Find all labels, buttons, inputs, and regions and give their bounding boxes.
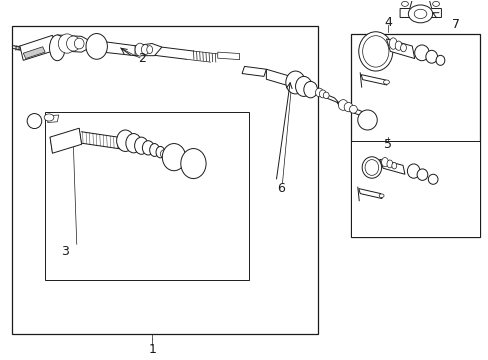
Ellipse shape (358, 32, 392, 71)
Ellipse shape (74, 38, 84, 49)
Polygon shape (217, 52, 239, 60)
Ellipse shape (416, 169, 427, 180)
Ellipse shape (49, 35, 65, 61)
Ellipse shape (381, 157, 387, 167)
Polygon shape (361, 75, 386, 85)
Circle shape (383, 80, 388, 84)
Ellipse shape (160, 150, 169, 158)
Ellipse shape (315, 88, 323, 97)
Ellipse shape (357, 110, 376, 130)
Text: 2: 2 (138, 52, 146, 65)
Ellipse shape (391, 162, 396, 169)
Polygon shape (23, 47, 45, 59)
Polygon shape (47, 115, 59, 122)
Ellipse shape (285, 71, 305, 94)
Ellipse shape (142, 141, 154, 155)
Bar (45, 112, 249, 280)
Ellipse shape (414, 45, 428, 61)
Ellipse shape (319, 90, 325, 98)
Ellipse shape (27, 113, 41, 129)
Text: 4: 4 (383, 16, 391, 29)
Polygon shape (379, 159, 404, 174)
Text: 7: 7 (451, 18, 459, 31)
Ellipse shape (344, 103, 352, 112)
Ellipse shape (425, 50, 437, 63)
Polygon shape (386, 39, 414, 59)
Ellipse shape (427, 174, 437, 184)
Bar (351, 141, 479, 237)
Ellipse shape (388, 38, 396, 49)
Ellipse shape (134, 137, 148, 154)
Polygon shape (399, 0, 441, 18)
Ellipse shape (125, 134, 141, 153)
Ellipse shape (394, 41, 401, 50)
Ellipse shape (58, 34, 76, 53)
Ellipse shape (365, 159, 378, 175)
Ellipse shape (156, 147, 164, 158)
Polygon shape (20, 35, 57, 60)
Circle shape (413, 9, 426, 18)
Circle shape (378, 194, 383, 198)
Polygon shape (57, 35, 96, 52)
Ellipse shape (362, 157, 381, 178)
Ellipse shape (400, 44, 406, 52)
Ellipse shape (386, 160, 392, 168)
Ellipse shape (86, 33, 107, 59)
Ellipse shape (116, 130, 134, 152)
Text: 5: 5 (383, 138, 391, 151)
Polygon shape (336, 102, 365, 117)
Ellipse shape (146, 46, 152, 54)
Ellipse shape (149, 144, 159, 157)
Bar (12, 26, 318, 334)
Text: 3: 3 (61, 245, 68, 258)
Text: 1: 1 (148, 343, 156, 356)
Ellipse shape (162, 144, 185, 171)
Ellipse shape (435, 55, 444, 65)
Circle shape (401, 1, 407, 6)
Polygon shape (50, 128, 81, 153)
Circle shape (407, 5, 432, 23)
Ellipse shape (135, 43, 144, 56)
Ellipse shape (407, 164, 419, 178)
Ellipse shape (323, 92, 328, 99)
Ellipse shape (349, 105, 357, 113)
Ellipse shape (362, 36, 388, 67)
Polygon shape (135, 44, 162, 56)
Ellipse shape (141, 45, 149, 55)
Bar (351, 33, 479, 237)
Circle shape (432, 1, 439, 6)
Ellipse shape (303, 81, 317, 98)
Text: 6: 6 (277, 183, 285, 195)
Circle shape (44, 114, 54, 121)
Ellipse shape (338, 100, 347, 111)
Polygon shape (314, 90, 339, 103)
Ellipse shape (66, 36, 80, 51)
Polygon shape (242, 66, 266, 76)
Polygon shape (266, 69, 292, 87)
Polygon shape (358, 189, 381, 199)
Ellipse shape (295, 76, 311, 96)
Ellipse shape (181, 149, 205, 179)
